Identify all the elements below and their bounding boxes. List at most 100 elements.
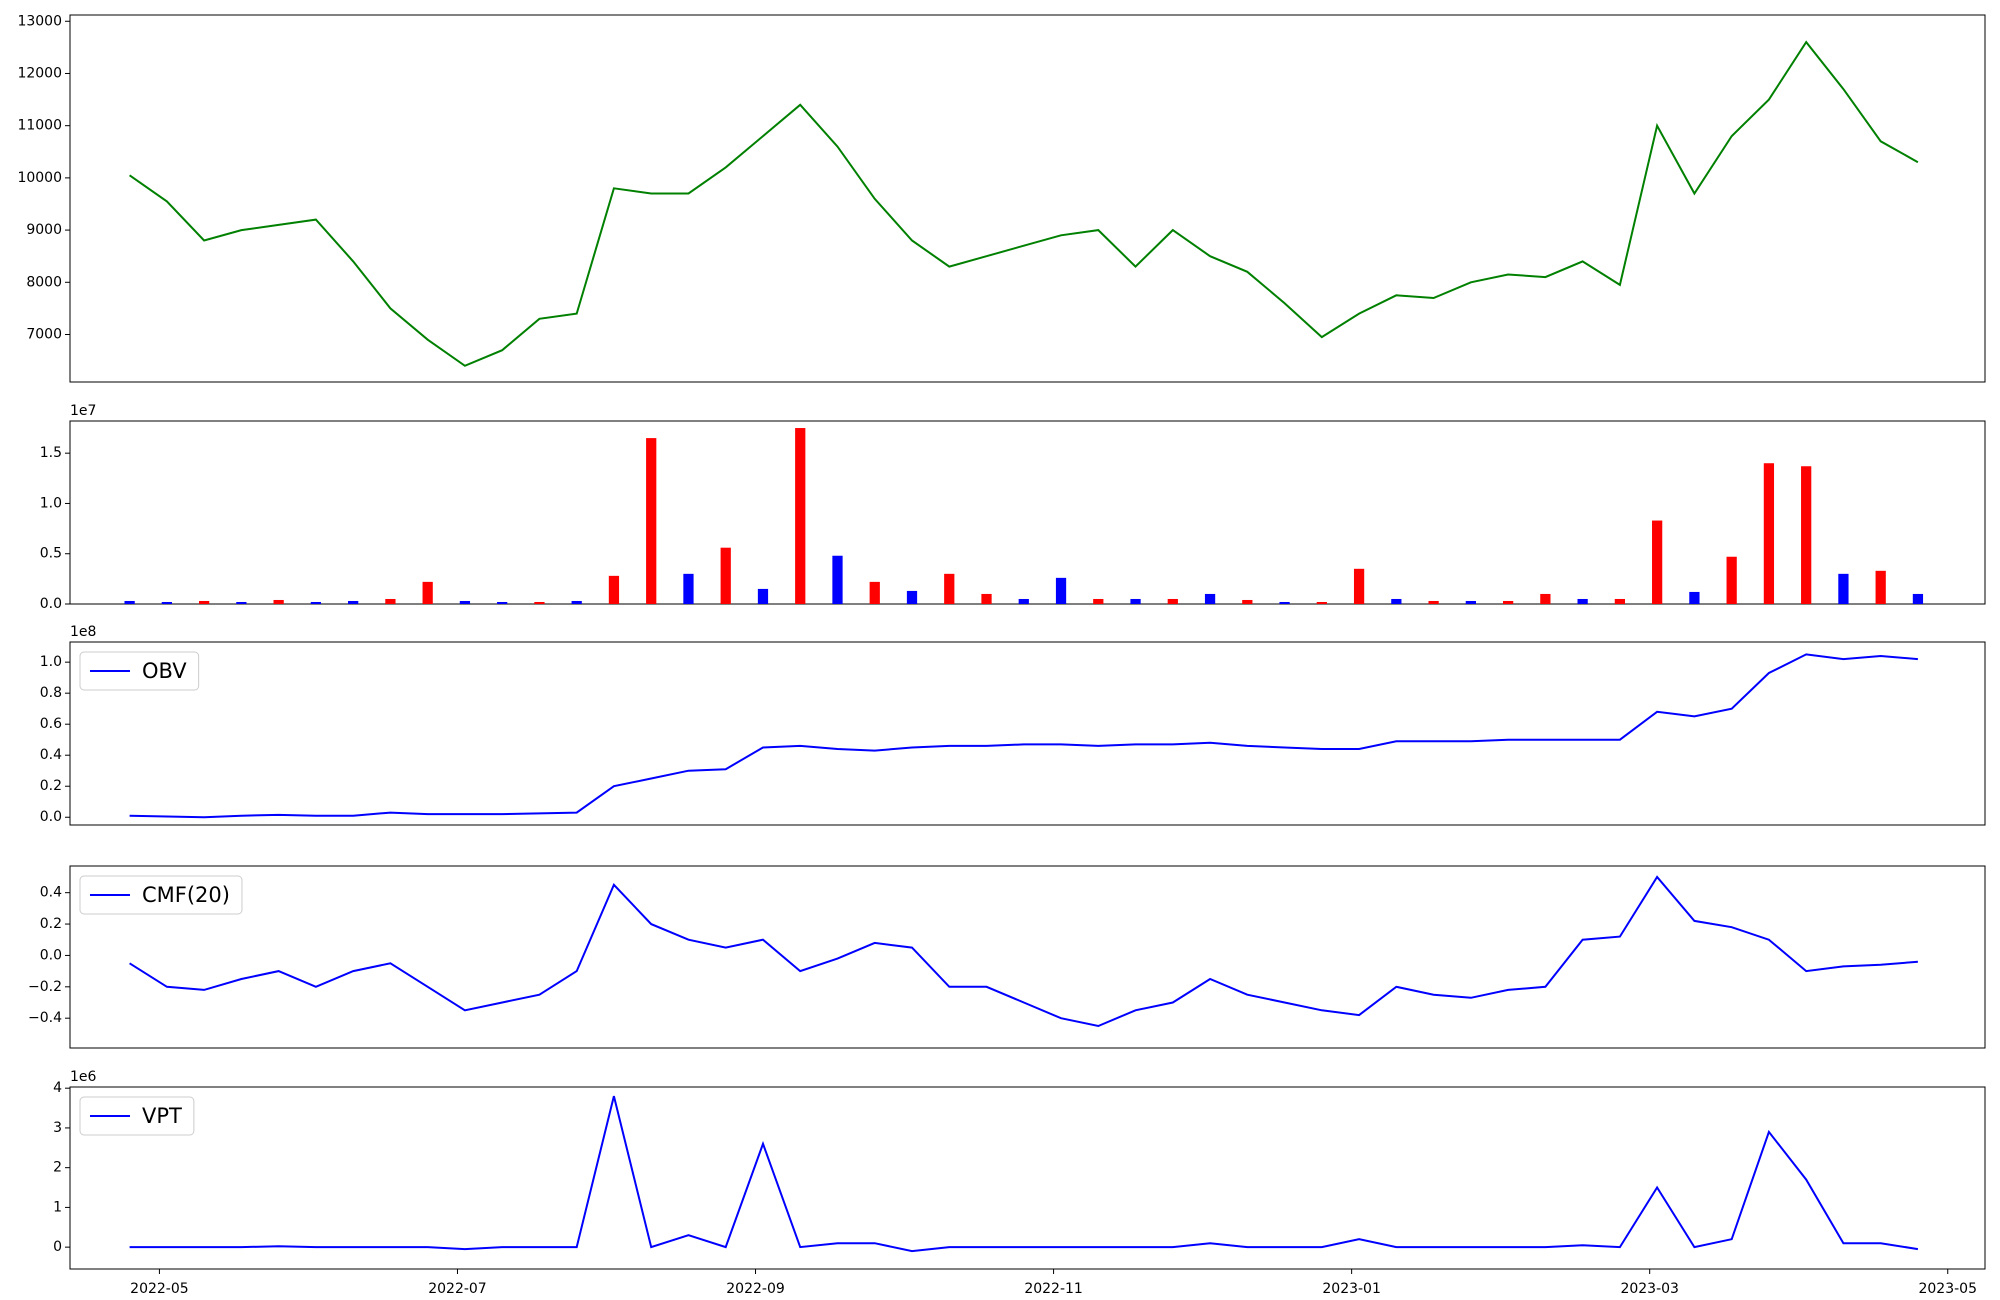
bar — [1838, 573, 1849, 604]
legend-label: CMF(20) — [142, 883, 230, 907]
bar — [1540, 593, 1551, 604]
offset-label: 1e6 — [70, 1069, 97, 1085]
y-tick-label: 0 — [53, 1239, 62, 1255]
legend-box — [79, 1096, 195, 1136]
bar — [906, 590, 918, 604]
bar — [1502, 600, 1514, 604]
y-tick-label: 9000 — [26, 222, 62, 238]
axes-frame — [69, 865, 1986, 1049]
bar — [571, 600, 582, 604]
y-tick-label: 0.2 — [40, 778, 62, 794]
legend-box — [79, 651, 200, 691]
axes-frame — [69, 641, 1986, 826]
bar — [1018, 598, 1029, 604]
bar — [273, 599, 284, 604]
legend-box — [79, 875, 243, 915]
bar — [497, 601, 508, 604]
bar — [1726, 556, 1737, 604]
bar — [310, 601, 322, 604]
x-tick-label: 2022-05 — [130, 1281, 189, 1297]
y-tick-label: 12000 — [17, 65, 62, 81]
bar — [1093, 598, 1104, 604]
bar — [1801, 466, 1812, 604]
y-tick-label: 11000 — [17, 118, 62, 134]
y-tick-label: 13000 — [17, 13, 62, 29]
bar — [459, 600, 471, 604]
bar — [199, 600, 210, 604]
y-tick-label: 0.5 — [40, 546, 62, 562]
y-tick-label: 3 — [53, 1120, 62, 1136]
offset-label: 1e8 — [70, 624, 96, 640]
y-tick-label: −0.2 — [28, 979, 62, 995]
bar — [1391, 598, 1402, 604]
y-tick-label: 0.0 — [40, 596, 62, 612]
bar — [1316, 601, 1327, 604]
bar — [1167, 598, 1178, 604]
x-tick-label: 2022-11 — [1024, 1281, 1083, 1297]
line — [129, 875, 1918, 1028]
y-tick-label: 10000 — [17, 170, 62, 186]
y-tick-label: 0.4 — [40, 747, 62, 763]
bar — [1614, 598, 1626, 604]
bar — [832, 555, 843, 604]
axes-frame — [69, 1086, 1986, 1270]
bar — [1875, 570, 1886, 604]
bar — [944, 573, 955, 604]
y-tick-label: 2 — [53, 1160, 62, 1176]
bar — [1428, 600, 1439, 604]
y-tick-label: 8000 — [26, 274, 62, 290]
bar — [236, 601, 247, 604]
bar — [1055, 577, 1067, 604]
y-tick-label: 1.0 — [40, 495, 62, 511]
bar — [348, 600, 359, 604]
y-tick-label: 7000 — [26, 326, 62, 342]
legend-label: VPT — [142, 1104, 182, 1128]
bar — [1353, 568, 1365, 604]
bar — [795, 428, 806, 604]
bar — [1204, 593, 1216, 604]
y-tick-label: 0.4 — [40, 885, 62, 901]
bar — [720, 547, 731, 604]
bar — [534, 601, 545, 604]
bar — [608, 575, 620, 604]
y-tick-label: 4 — [53, 1080, 62, 1096]
bar — [757, 588, 769, 604]
y-tick-label: 0.8 — [40, 685, 62, 701]
bar — [1912, 593, 1924, 604]
y-tick-label: 1 — [53, 1199, 62, 1215]
y-tick-label: 0.2 — [40, 916, 62, 932]
bar — [1689, 591, 1700, 604]
bar — [422, 581, 433, 604]
bar — [869, 581, 880, 604]
legend-label: OBV — [142, 659, 187, 683]
offset-label: 1e7 — [70, 403, 96, 419]
line — [129, 653, 1918, 819]
line — [129, 1095, 1919, 1253]
bar — [981, 593, 992, 604]
bar — [124, 600, 135, 604]
bar — [1279, 601, 1290, 604]
bar — [1242, 599, 1253, 604]
x-tick-label: 2023-03 — [1620, 1281, 1679, 1297]
bar — [1763, 463, 1775, 604]
x-tick-label: 2022-09 — [726, 1281, 785, 1297]
axes-frame — [69, 420, 1986, 605]
y-tick-label: 1.0 — [40, 654, 62, 670]
y-tick-label: −0.4 — [28, 1010, 62, 1026]
x-tick-label: 2022-07 — [428, 1281, 487, 1297]
axes-frame — [69, 14, 1986, 383]
y-tick-label: 1.5 — [40, 445, 62, 461]
bar — [1652, 520, 1663, 604]
y-tick-label: 0.6 — [40, 716, 62, 732]
x-tick-label: 2023-05 — [1918, 1281, 1977, 1297]
bar — [1130, 598, 1141, 604]
bar — [385, 598, 396, 604]
bar — [646, 438, 657, 604]
line — [129, 40, 1919, 367]
bar — [161, 601, 172, 604]
y-tick-label: 0.0 — [40, 809, 62, 825]
bar — [683, 573, 694, 604]
x-tick-label: 2023-01 — [1322, 1281, 1381, 1297]
bar — [1577, 598, 1588, 604]
